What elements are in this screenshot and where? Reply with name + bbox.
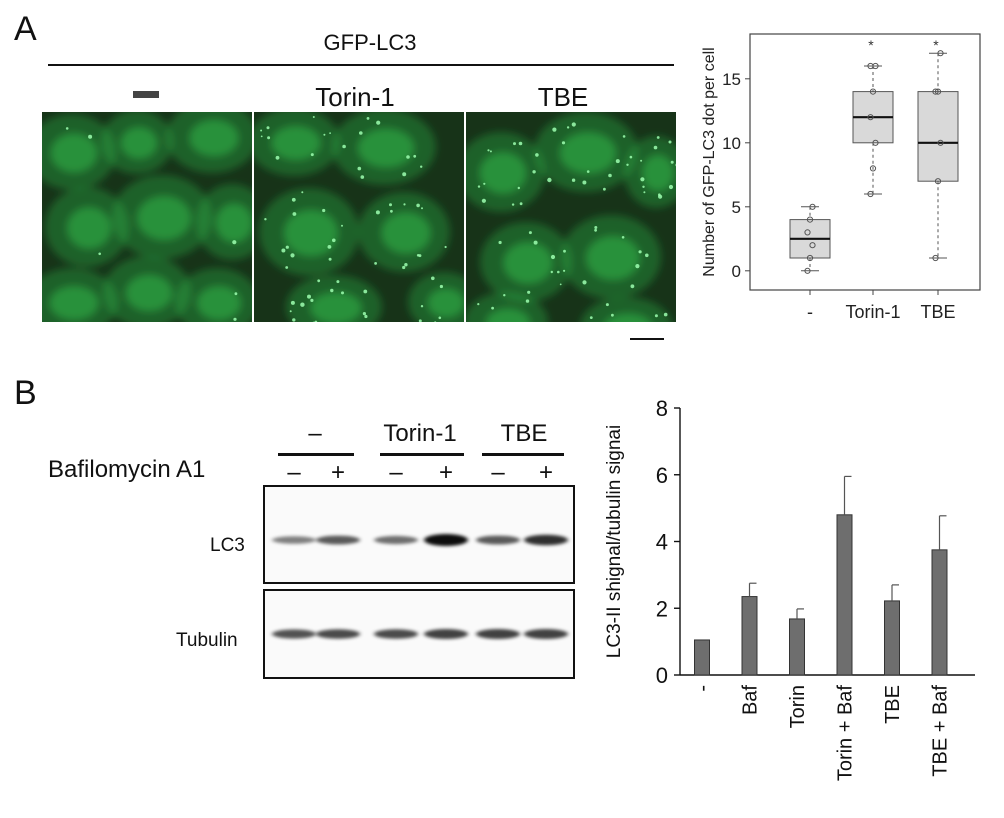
panel-letter-a: A: [14, 10, 37, 48]
tubulin-band-5: [476, 629, 520, 639]
bar-1: [741, 596, 758, 676]
x-tick-label-0: -: [692, 685, 714, 692]
gfp-lc3-header: GFP-LC3: [323, 30, 417, 55]
sign-lane-5: –: [491, 459, 505, 486]
y-tick-label-6: 6: [656, 463, 668, 488]
sign-lane-1: –: [287, 459, 301, 486]
treatment-bar-tbe: [482, 453, 564, 456]
condition-label-torin: Torin-1: [315, 82, 395, 112]
significance-1: *: [868, 37, 874, 53]
box-2: [917, 91, 959, 182]
tubulin-band-1: [272, 629, 316, 639]
data-point-0-2: [809, 242, 816, 249]
y-tick-label-0: 0: [732, 262, 741, 281]
data-point-1-2: [872, 139, 879, 146]
x-tick-label-4: TBE: [882, 685, 904, 724]
western-blots: [263, 485, 575, 679]
micrograph-torin: [254, 112, 464, 322]
x-tick-label-1: Torin-1: [845, 302, 900, 322]
data-point-2-1: [934, 178, 942, 185]
y-tick-label-0: 0: [656, 663, 668, 688]
y-tick-label-4: 4: [656, 530, 668, 555]
lc3-blot-frame: [263, 485, 575, 584]
significance-2: *: [933, 37, 939, 53]
micrograph-tbe: [466, 112, 676, 322]
y-tick-label-2: 2: [656, 596, 668, 621]
x-tick-label-3: Torin + Baf: [835, 685, 857, 782]
treatment-label-control: –: [308, 420, 322, 447]
data-point-0-5: [809, 203, 816, 210]
data-point-0-3: [804, 229, 811, 236]
tubulin-band-4: [424, 629, 468, 639]
data-point-1-1: [869, 165, 877, 172]
data-point-1-0: [867, 190, 874, 198]
data-point-2-5: [937, 50, 944, 57]
y-tick-label-10: 10: [722, 134, 741, 153]
data-point-0-0: [804, 267, 811, 274]
data-point-1-3: [867, 114, 874, 121]
y-tick-label-5: 5: [732, 198, 741, 217]
x-tick-label-0: -: [807, 302, 813, 322]
sign-lane-2: +: [330, 459, 345, 486]
sign-lane-3: –: [389, 459, 403, 486]
header-rule: [48, 64, 674, 66]
panel-letter-b: B: [14, 374, 37, 412]
lc3-band-6: [524, 534, 568, 546]
x-tick-label-1: Baf: [740, 685, 762, 715]
x-tick-label-2: TBE: [920, 302, 955, 322]
treatment-label-tbe: TBE: [500, 420, 548, 447]
treatment-bar-control: [278, 453, 354, 456]
micrograph-control: [42, 112, 252, 322]
blot-label-lc3: LC3: [210, 535, 245, 556]
scale-bar: [630, 338, 664, 340]
lc3-ratio-bar-chart: 0 2 4 6 8 LC3-II shignal/tubulin signai - Baf To…: [604, 396, 975, 782]
data-point-2-2: [937, 139, 944, 146]
lc3-band-2: [316, 535, 360, 545]
bar-0: [694, 639, 710, 676]
data-point-1-4: [869, 88, 877, 95]
bar-3: [836, 514, 853, 676]
lc3-band-4: [424, 534, 468, 546]
treatment-label-torin: Torin-1: [383, 420, 457, 447]
lc3-band-5: [476, 535, 520, 545]
bar-4: [884, 600, 900, 676]
tubulin-band-6: [524, 629, 568, 639]
data-point-2-0: [932, 254, 939, 262]
x-tick-label-2: Torin: [787, 685, 809, 728]
lc3-band-3: [374, 535, 418, 545]
y-tick-label-8: 8: [656, 396, 668, 421]
data-point-0-1: [806, 254, 814, 262]
blot-label-tubulin: Tubulin: [176, 630, 238, 651]
sign-lane-6: +: [538, 459, 553, 486]
bafilomycin-label: Bafilomycin A1: [48, 456, 206, 483]
sign-lane-4: +: [438, 459, 453, 486]
treatment-bar-torin: [380, 453, 464, 456]
bar-5: [931, 549, 948, 676]
data-point-1-6: [867, 62, 874, 70]
y-tick-label-15: 15: [722, 70, 741, 89]
x-tick-label-5: TBE + Baf: [930, 685, 952, 777]
data-point-2-4: [934, 88, 942, 95]
y-axis-label: Number of GFP-LC3 dot per cell: [701, 47, 718, 276]
tubulin-band-2: [316, 629, 360, 639]
control-dash-label: [133, 91, 159, 98]
y-axis-label: LC3-II shignal/tubulin signai: [604, 425, 625, 658]
lc3-band-1: [272, 536, 316, 544]
bar-2: [789, 618, 805, 676]
data-point-2-3: [932, 88, 939, 95]
dot-count-box-plot: 0 5 10 15 - Torin-1 TBE Number of GFP-LC3 dot p…: [701, 33, 981, 322]
condition-label-tbe: TBE: [537, 82, 589, 112]
data-point-0-4: [806, 216, 814, 223]
tubulin-band-3: [374, 629, 418, 639]
